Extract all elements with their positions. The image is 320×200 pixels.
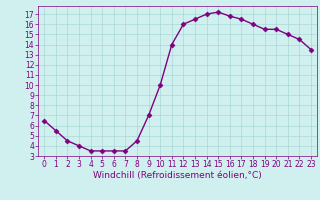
X-axis label: Windchill (Refroidissement éolien,°C): Windchill (Refroidissement éolien,°C) [93, 171, 262, 180]
